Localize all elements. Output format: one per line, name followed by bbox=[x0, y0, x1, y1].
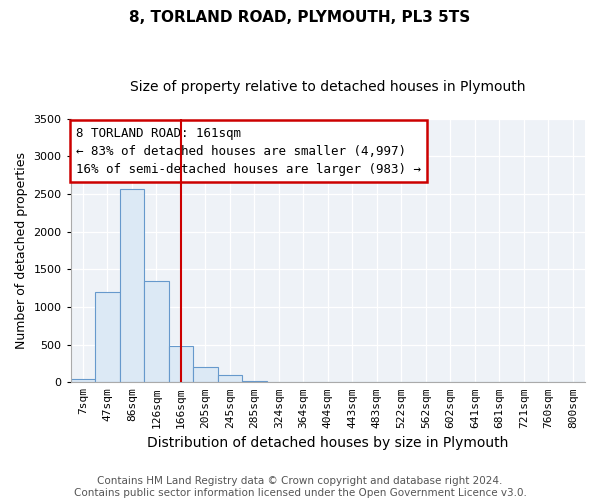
Title: Size of property relative to detached houses in Plymouth: Size of property relative to detached ho… bbox=[130, 80, 526, 94]
Bar bbox=[169, 346, 193, 383]
Text: 8, TORLAND ROAD, PLYMOUTH, PL3 5TS: 8, TORLAND ROAD, PLYMOUTH, PL3 5TS bbox=[130, 10, 470, 25]
Bar bbox=[193, 367, 218, 382]
Bar bbox=[218, 375, 242, 382]
Bar bbox=[95, 292, 119, 382]
Bar bbox=[144, 280, 169, 382]
Text: Contains HM Land Registry data © Crown copyright and database right 2024.
Contai: Contains HM Land Registry data © Crown c… bbox=[74, 476, 526, 498]
Bar bbox=[71, 378, 95, 382]
Bar bbox=[119, 189, 144, 382]
Bar bbox=[242, 381, 266, 382]
Y-axis label: Number of detached properties: Number of detached properties bbox=[15, 152, 28, 349]
Text: 8 TORLAND ROAD: 161sqm
← 83% of detached houses are smaller (4,997)
16% of semi-: 8 TORLAND ROAD: 161sqm ← 83% of detached… bbox=[76, 126, 421, 176]
X-axis label: Distribution of detached houses by size in Plymouth: Distribution of detached houses by size … bbox=[147, 436, 509, 450]
